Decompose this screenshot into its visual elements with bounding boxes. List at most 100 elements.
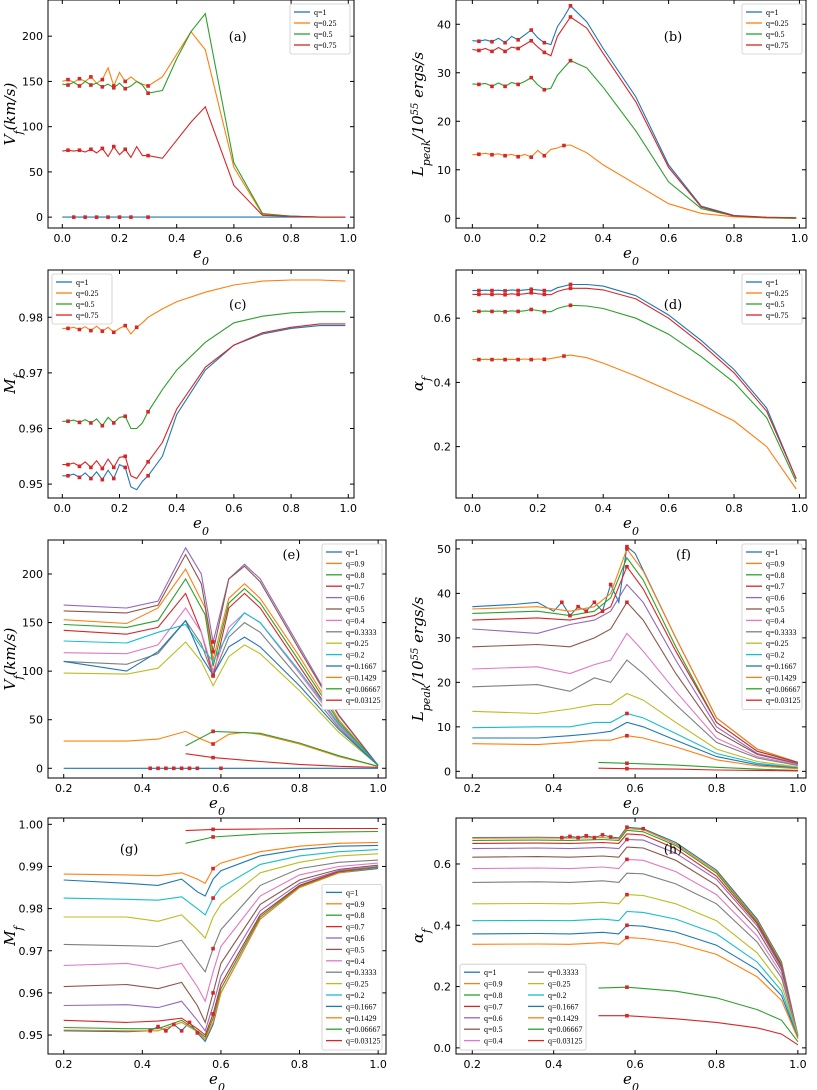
legend-box [321, 884, 383, 1051]
x-tick-label: 0.2 [464, 1058, 482, 1071]
legend-g: q=1 q=0.9 q=0.8 q=0.7 q=0.6 q=0.5 q=0.4 q=0.333… [321, 884, 383, 1051]
y-axis-label: Mf [1, 372, 25, 394]
data-point-a [89, 147, 93, 152]
data-point-c [66, 473, 70, 478]
y-tick-label: 150 [22, 75, 43, 88]
data-point-c [89, 476, 93, 481]
series-line-g-7 [63, 859, 379, 973]
y-tick-label: 100 [22, 665, 43, 678]
series-line-f-13 [598, 767, 798, 772]
x-tick-label: 0.6 [212, 1058, 230, 1071]
series-line-h-13 [598, 1015, 799, 1046]
series-line-f-6 [472, 632, 799, 766]
y-axis-label: Vf(km/s) [1, 83, 25, 146]
plot-frame-h [455, 817, 807, 1055]
data-point-a [83, 215, 87, 219]
x-tick-label: 1.0 [791, 232, 809, 245]
x-tick-label: 1.0 [369, 782, 387, 795]
data-point-a [123, 147, 128, 152]
data-point-d [503, 357, 507, 362]
data-point-f [576, 604, 580, 609]
data-point-d [516, 292, 520, 297]
data-point-c [89, 465, 93, 470]
y-tick-label: 0.98 [19, 903, 44, 916]
legend-entry: q=0.5 [346, 605, 365, 614]
legend-entry: q=0.4 [346, 616, 365, 625]
data-point-h [592, 835, 597, 840]
y-tick-label: 0 [444, 212, 451, 225]
data-point-c [77, 475, 82, 480]
x-tick-label: 0.4 [545, 1058, 563, 1071]
series-line-c-1 [62, 279, 346, 335]
data-point-b [568, 15, 573, 19]
panel-label: (a) [229, 30, 247, 45]
data-point-c [77, 327, 82, 332]
plot-frame-d [455, 269, 807, 499]
plot-frame-g [47, 817, 387, 1055]
data-point-d [542, 288, 547, 293]
x-tick-label: 0.2 [111, 502, 129, 515]
y-tick-label: 50 [437, 543, 451, 556]
x-tick-label: 0.2 [529, 502, 547, 515]
series-line-g-13 [185, 827, 379, 832]
data-point-c [89, 421, 93, 425]
data-point-b [529, 28, 534, 32]
legend-entry: q=0.2 [346, 651, 365, 660]
x-tick-label: 1.0 [369, 1058, 387, 1071]
legend-entry: q=0.3333 [346, 968, 377, 977]
x-tick-label: 1.0 [789, 1058, 807, 1071]
data-point-c [77, 464, 82, 469]
x-tick-label: 0.0 [464, 232, 482, 245]
panel-b: 0.0 0.2 0.4 0.6 0.8 1.0 0 10 20 30 40 e0 Lpeak/1055 … [409, 0, 808, 268]
data-point-d [516, 357, 520, 362]
legend-d: q=1 q=0.25 q=0.5 q=0.75 [741, 273, 803, 325]
panel-e: 0.2 0.4 0.6 0.8 1.0 0 50 100 150 200 e0 Vf(km/s) (e)… [1, 539, 387, 818]
data-point-b [542, 50, 547, 55]
series-line-b-3 [472, 16, 797, 219]
data-point-b [562, 143, 566, 148]
x-tick-label: 0.4 [594, 232, 612, 245]
panel-label: (d) [664, 298, 682, 313]
series-line-d-2 [472, 304, 797, 483]
legend-entry: q=0.6 [346, 594, 365, 603]
data-point-d [477, 357, 481, 362]
data-point-d [490, 357, 494, 362]
legend-entry: q=0.1667 [346, 662, 377, 671]
data-point-e [179, 766, 184, 771]
y-tick-label: 10 [437, 164, 451, 177]
y-tick-label: 50 [29, 714, 43, 727]
data-point-h [625, 825, 629, 829]
legend-entry: q=0.4 [484, 1037, 503, 1046]
legend-entry: q=0.3333 [766, 628, 797, 637]
legend-h: q=1 q=0.9 q=0.8 q=0.7 q=0.6 q=0.5 q=0.4 q=0.333… [459, 963, 587, 1051]
series-line-f-10 [472, 721, 798, 769]
y-tick-label: 40 [437, 587, 451, 600]
legend-entry: q=0.2 [766, 651, 785, 660]
legend-entry: q=0.25 [346, 980, 369, 989]
legend-entry: q=0.4 [766, 616, 785, 625]
data-point-c [100, 329, 105, 333]
y-tick-label: 0.2 [434, 441, 452, 454]
data-point-c [66, 462, 70, 467]
series-line-g-8 [63, 853, 379, 940]
data-point-b [477, 48, 481, 53]
x-tick-label: 0.6 [626, 782, 644, 795]
x-axis-label: e0 [623, 514, 639, 538]
series-line-g-10 [63, 844, 379, 897]
data-point-b [529, 155, 534, 159]
x-tick-label: 0.6 [660, 232, 678, 245]
data-point-f [625, 564, 629, 569]
legend-entry: q=0.1667 [346, 1002, 377, 1011]
data-point-d [490, 309, 494, 314]
legend-entry: q=0.7 [346, 923, 365, 932]
data-point-c [100, 477, 105, 482]
data-point-c [77, 420, 82, 425]
series-line-e-12 [185, 730, 379, 767]
data-point-b [542, 40, 547, 45]
data-point-f [625, 600, 629, 605]
data-point-b [516, 46, 520, 51]
series-line-f-4 [472, 583, 799, 764]
data-point-a [129, 215, 133, 219]
y-tick-label: 30 [437, 67, 451, 80]
